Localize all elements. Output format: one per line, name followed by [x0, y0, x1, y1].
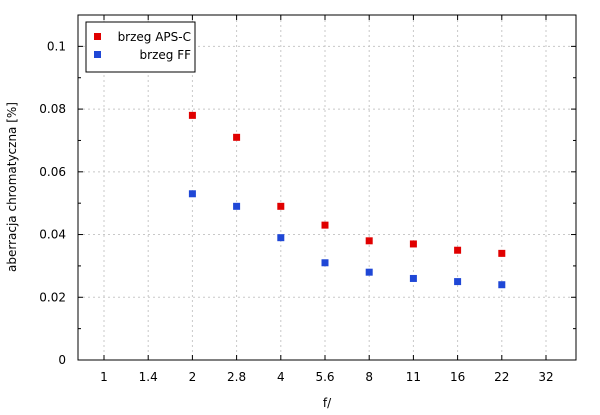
legend-box — [85, 21, 196, 73]
plot-frame — [77, 14, 577, 361]
x-tick-label: 1.4 — [139, 370, 158, 384]
point-ff — [454, 278, 462, 286]
point-aps-c — [277, 202, 285, 210]
x-tick-label: 8 — [365, 370, 373, 384]
x-tick-label: 2 — [189, 370, 197, 384]
y-tick-label: 0.04 — [39, 228, 66, 242]
x-tick-label: 11 — [406, 370, 421, 384]
x-tick-label: 32 — [538, 370, 553, 384]
point-aps-c — [365, 237, 373, 245]
x-tick-label: 22 — [494, 370, 509, 384]
point-ff — [277, 234, 285, 242]
point-aps-c — [409, 240, 417, 248]
y-tick-label: 0.1 — [47, 39, 66, 53]
point-aps-c — [498, 249, 506, 257]
point-ff — [409, 274, 417, 282]
legend-marker-ff — [94, 51, 101, 58]
x-tick-label: 16 — [450, 370, 465, 384]
x-axis-label: f/ — [323, 396, 332, 410]
y-tick-label: 0.02 — [39, 290, 66, 304]
y-tick-labels: 0 0.02 0.04 0.06 0.08 0.1 — [39, 39, 66, 367]
legend: brzeg APS-C brzeg FF — [85, 21, 196, 73]
y-tick-label: 0.06 — [39, 165, 66, 179]
y-tick-label: 0.08 — [39, 102, 66, 116]
point-ff — [321, 259, 329, 267]
x-tick-label: 5.6 — [315, 370, 334, 384]
x-tick-labels: 1 1.4 2 2.8 4 5.6 8 11 16 22 32 — [100, 370, 553, 384]
x-tick-label: 4 — [277, 370, 285, 384]
x-tick-label: 1 — [100, 370, 108, 384]
y-axis-label: aberracja chromatyczna [%] — [5, 102, 19, 272]
point-ff — [233, 202, 241, 210]
point-aps-c — [188, 111, 196, 119]
legend-label-aps-c: brzeg APS-C — [118, 30, 191, 44]
y-tick-label: 0 — [58, 353, 66, 367]
x-tick-label: 2.8 — [227, 370, 246, 384]
point-ff — [188, 190, 196, 198]
point-aps-c — [233, 133, 241, 141]
point-aps-c — [454, 246, 462, 254]
point-ff — [365, 268, 373, 276]
legend-marker-aps-c — [94, 33, 101, 40]
legend-label-ff: brzeg FF — [140, 48, 192, 62]
ticks — [78, 15, 576, 361]
data-points — [188, 111, 506, 289]
point-aps-c — [321, 221, 329, 229]
point-ff — [498, 281, 506, 289]
